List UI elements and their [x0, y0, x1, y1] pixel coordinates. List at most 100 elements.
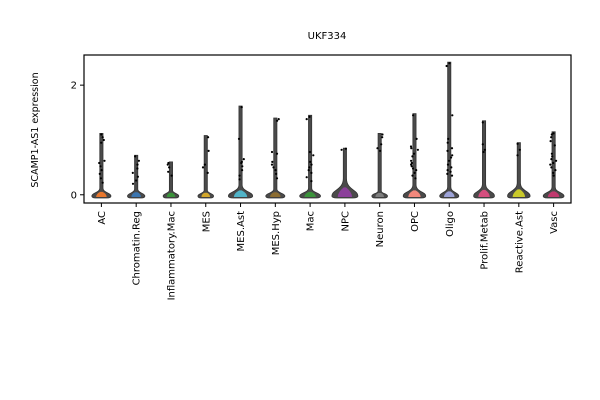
violin-MES.Ast [227, 105, 254, 199]
violin-body [542, 131, 565, 199]
data-point [272, 166, 275, 169]
data-point [481, 121, 484, 124]
data-point [275, 172, 278, 175]
y-axis-label: SCAMP1-AS1 expression [30, 72, 41, 187]
data-point [379, 149, 382, 152]
data-point [240, 161, 243, 165]
plot-area [91, 61, 565, 199]
data-point [310, 180, 313, 183]
data-point [305, 118, 308, 121]
data-point [447, 137, 450, 140]
x-tick-label: Neuron [375, 211, 386, 247]
data-point [308, 166, 311, 169]
violin-body [473, 120, 495, 199]
x-tick-label: AC [97, 211, 108, 225]
data-point [446, 163, 450, 166]
data-point [415, 169, 418, 172]
data-point [549, 163, 552, 166]
data-point [206, 171, 209, 174]
violin-body [507, 142, 531, 199]
data-point [310, 171, 313, 174]
data-point [275, 177, 279, 180]
data-point [276, 119, 279, 122]
x-tick-label: Reactive.Ast [514, 211, 525, 273]
data-point [240, 106, 243, 109]
data-point [446, 149, 449, 152]
data-point [410, 159, 413, 162]
data-point [137, 159, 140, 162]
data-point [481, 143, 484, 146]
violin-core [443, 191, 455, 197]
violin-core [96, 191, 107, 197]
data-point [446, 141, 449, 144]
data-point [550, 152, 554, 155]
data-point [168, 166, 171, 169]
data-point [340, 148, 343, 151]
data-point [131, 171, 134, 174]
data-point [99, 177, 102, 180]
data-point [136, 167, 139, 170]
violin-core [512, 189, 526, 197]
violin-body [371, 132, 388, 199]
data-point [203, 163, 206, 166]
data-point [307, 169, 310, 172]
violin-Oligo [439, 61, 460, 199]
data-point [482, 150, 485, 154]
violin-body [331, 147, 359, 199]
data-point [241, 165, 244, 168]
data-point [450, 174, 454, 177]
data-point [412, 114, 415, 117]
data-point [136, 175, 139, 178]
data-point [242, 158, 245, 161]
data-point [445, 64, 448, 68]
violin-body [127, 154, 146, 199]
data-point [308, 115, 311, 118]
data-point [554, 169, 557, 172]
data-point [447, 159, 451, 162]
y-axis: 02 [71, 81, 84, 201]
data-point [238, 174, 241, 177]
data-point [99, 165, 102, 168]
data-point [274, 169, 277, 172]
data-point [450, 147, 454, 150]
data-point [381, 133, 384, 136]
data-point [450, 166, 453, 169]
violin-AC [91, 132, 112, 199]
violin-core [166, 192, 176, 197]
data-point [553, 144, 556, 147]
data-point [451, 114, 454, 117]
data-point [555, 159, 558, 162]
x-tick-label: MES.Hyp [271, 211, 282, 255]
violin-core [408, 190, 421, 197]
data-point [167, 170, 170, 173]
data-point [552, 171, 555, 174]
data-point [170, 174, 173, 177]
data-point [411, 174, 414, 177]
data-point [483, 148, 486, 151]
x-tick-label: Oligo [445, 211, 456, 237]
data-point [166, 163, 169, 166]
violin-Neuron [371, 132, 388, 199]
violin-core [233, 190, 248, 197]
violin-core [201, 192, 211, 197]
violin-core [478, 189, 490, 197]
violin-core [547, 191, 560, 197]
data-point [411, 167, 415, 170]
violin-body [439, 61, 460, 199]
data-point [550, 158, 553, 161]
data-point [516, 142, 519, 145]
violin-core [304, 191, 316, 197]
data-point [270, 150, 274, 154]
data-point [550, 133, 553, 136]
x-tick-label: Chromatin.Reg [132, 211, 143, 285]
data-point [310, 163, 313, 166]
x-tick-label: NPC [340, 211, 351, 232]
data-point [552, 132, 555, 135]
data-point [207, 149, 210, 152]
data-point [380, 143, 383, 146]
data-point [410, 165, 413, 168]
violin-Inflammatory.Mac [162, 161, 180, 199]
violin-core [270, 192, 281, 197]
violin-body [402, 113, 427, 199]
